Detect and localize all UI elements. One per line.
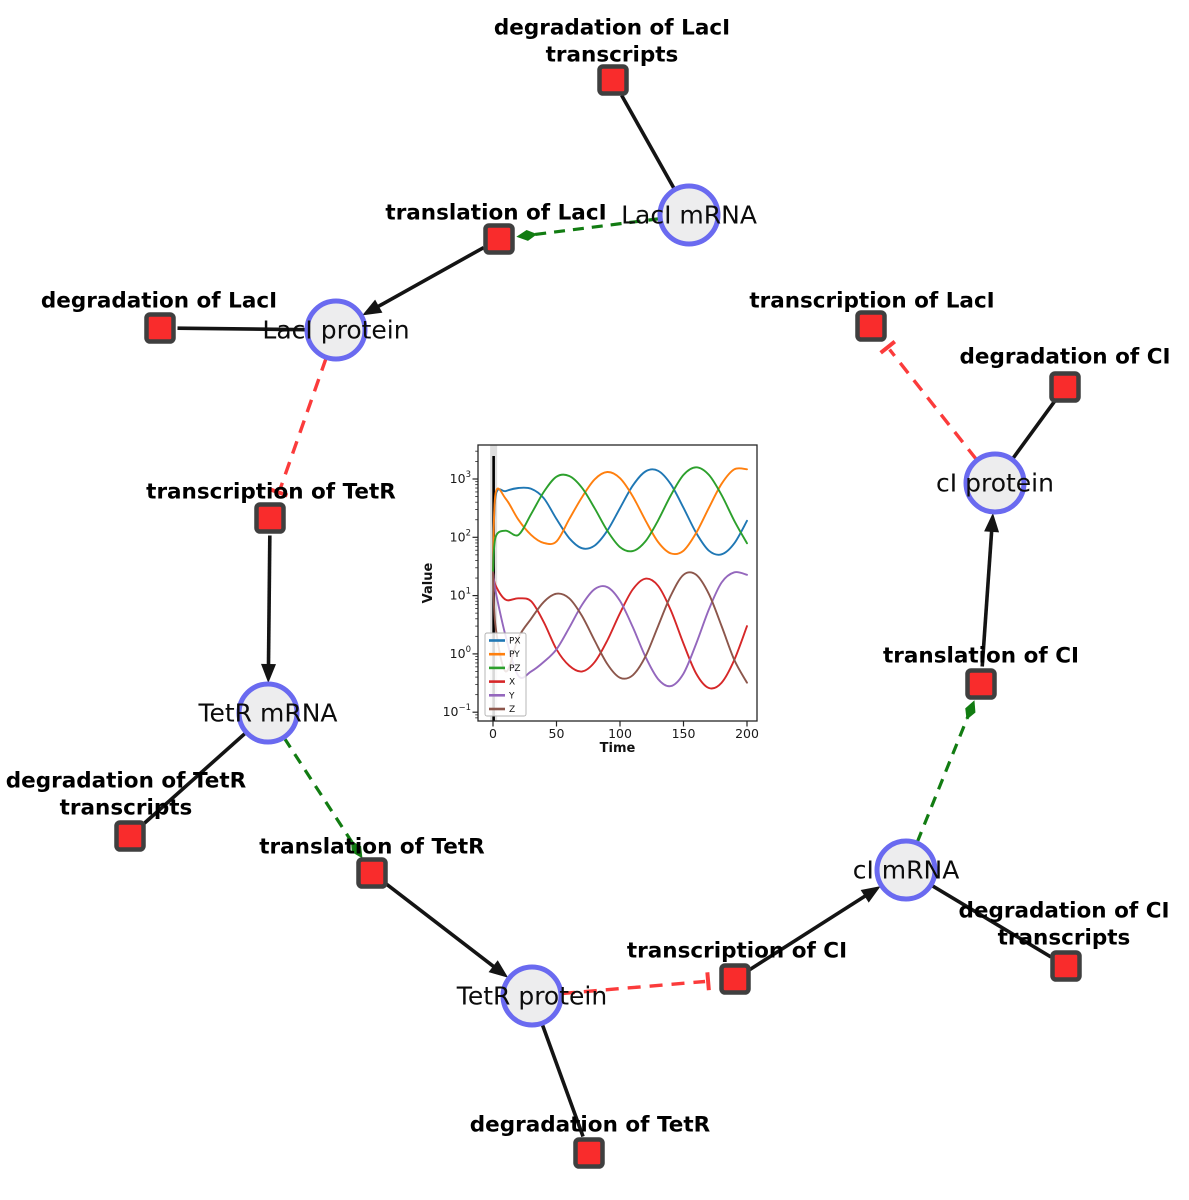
reaction-label-deg-tetr: degradation of TetR xyxy=(470,1113,711,1138)
inhibition-tbar-icon xyxy=(879,340,897,355)
arrowhead-icon xyxy=(860,886,881,903)
chart-series-PX xyxy=(492,468,748,574)
edge-laci-mrna-to-deg-laci-tx-reactant xyxy=(620,94,676,190)
reaction-label-deg-ci-tx: degradation of CI transcripts xyxy=(959,899,1170,951)
reaction-label-tl-tetr: translation of TetR xyxy=(259,835,485,860)
reaction-label-tx-tetr: transcription of TetR xyxy=(146,480,396,505)
reaction-label-deg-laci-tx: degradation of LacI transcripts xyxy=(494,16,730,68)
y-tick-label: 103 xyxy=(450,470,471,486)
edge-laci-mrna-to-tl-laci-modifier xyxy=(516,217,660,241)
reaction-node-tl-laci xyxy=(483,223,515,255)
reaction-label-deg-tetr-tx: degradation of TetR transcripts xyxy=(6,769,247,821)
species-node-tetr-prot xyxy=(500,964,564,1028)
edge-tl-ci-to-ci-prot-product xyxy=(980,512,1000,667)
reaction-node-tx-laci xyxy=(855,310,887,342)
x-tick-label: 150 xyxy=(672,726,696,741)
legend-label-PZ: PZ xyxy=(509,664,521,674)
species-label-ci-prot: cI protein xyxy=(936,469,1054,498)
reaction-node-deg-tetr-tx xyxy=(114,820,146,852)
chart-series-PY xyxy=(492,467,748,574)
chart-series-PZ xyxy=(492,466,748,574)
x-tick-label: 50 xyxy=(549,726,565,741)
chart-series-X xyxy=(492,571,748,690)
edge-tl-laci-to-laci-prot-product xyxy=(362,245,485,316)
y-tick-label: 101 xyxy=(450,587,471,603)
edge-ci-prot-to-deg-ci-reactant xyxy=(1011,400,1057,460)
modifier-arrowhead-icon xyxy=(516,229,538,241)
y-axis: 10−1 100 101 102 103 xyxy=(443,450,478,719)
species-node-tetr-mrna xyxy=(236,681,300,745)
edge-ci-mrna-to-deg-ci-tx-reactant xyxy=(930,883,1052,959)
reaction-node-deg-laci-tx xyxy=(597,64,629,96)
species-label-laci-mrna: LacI mRNA xyxy=(621,201,757,230)
edge-ci-prot-to-tx-laci-inhibition xyxy=(879,340,978,461)
edge-tetr-prot-to-deg-tetr-reactant xyxy=(540,1023,585,1138)
species-label-ci-mrna: cI mRNA xyxy=(853,856,960,885)
x-tick-label: 200 xyxy=(735,726,759,741)
reaction-node-deg-laci xyxy=(144,312,176,344)
species-label-tetr-prot: TetR protein xyxy=(456,982,607,1011)
edge-laci-prot-to-tx-tetr-inhibition xyxy=(269,357,328,498)
reaction-node-tx-ci xyxy=(719,963,751,995)
reaction-label-deg-ci: degradation of CI xyxy=(960,345,1171,370)
arrowhead-icon xyxy=(362,299,383,316)
reaction-node-tl-tetr xyxy=(356,857,388,889)
species-node-laci-prot xyxy=(304,298,368,362)
reaction-node-deg-ci xyxy=(1049,371,1081,403)
y-tick-label: 10−1 xyxy=(443,703,471,719)
reaction-label-tl-ci: translation of CI xyxy=(883,644,1079,669)
species-node-laci-mrna xyxy=(657,183,721,247)
species-label-laci-prot: LacI protein xyxy=(262,316,409,345)
edge-tetr-prot-to-tx-ci-inhibition xyxy=(561,972,711,996)
species-node-ci-prot xyxy=(963,451,1027,515)
edge-laci-prot-to-deg-laci-reactant xyxy=(177,326,307,332)
reaction-label-tl-laci: translation of LacI xyxy=(385,201,606,226)
legend-label-Z: Z xyxy=(509,705,515,715)
legend-label-X: X xyxy=(509,678,515,688)
legend-label-PX: PX xyxy=(509,637,521,647)
chart-series-Z xyxy=(492,571,748,684)
y-tick-label: 100 xyxy=(450,645,471,661)
plot-border xyxy=(477,444,758,722)
edge-tetr-mrna-to-tl-tetr-modifier xyxy=(283,737,363,859)
edge-tx-ci-to-ci-mrna-product xyxy=(748,886,881,972)
reaction-label-deg-laci: degradation of LacI xyxy=(41,289,277,314)
x-axis-title: Time xyxy=(600,741,636,756)
edge-tx-tetr-to-tetr-mrna-product xyxy=(261,535,277,684)
edge-tetr-mrna-to-deg-tetr-tx-reactant xyxy=(141,731,247,826)
reaction-node-deg-tetr xyxy=(573,1137,605,1169)
reaction-node-tx-tetr xyxy=(254,502,286,534)
reaction-label-tx-ci: transcription of CI xyxy=(627,939,847,964)
arrowhead-icon xyxy=(984,512,1000,533)
inhibition-tbar-icon xyxy=(269,487,289,498)
chart-legend: PX PY PZ XYZ xyxy=(484,632,527,717)
reaction-label-tx-laci: transcription of LacI xyxy=(749,289,994,314)
edges-layer xyxy=(141,94,1057,1138)
chart-series-Y xyxy=(492,571,748,688)
arrowhead-icon xyxy=(261,663,277,684)
edge-ci-mrna-to-tl-ci-modifier xyxy=(915,700,976,843)
edge-tl-tetr-to-tetr-prot-product xyxy=(384,882,509,978)
modifier-arrowhead-icon xyxy=(351,840,363,859)
labels-layer: degradation of LacI transcripts translatio… xyxy=(6,16,1171,1138)
y-axis-title: Value xyxy=(421,562,436,603)
chart-series-layer xyxy=(492,466,748,690)
species-label-tetr-mrna: TetR mRNA xyxy=(197,699,337,728)
arrowhead-icon xyxy=(488,960,509,978)
x-tick-label: 0 xyxy=(489,726,497,741)
reaction-node-tl-ci xyxy=(965,668,997,700)
nodes-layer xyxy=(114,64,1082,1169)
legend-label-Y: Y xyxy=(508,691,515,701)
x-tick-label: 100 xyxy=(608,726,632,741)
reaction-node-deg-ci-tx xyxy=(1050,950,1082,982)
legend-label-PY: PY xyxy=(509,650,520,660)
modifier-arrowhead-icon xyxy=(965,700,976,720)
inhibition-tbar-icon xyxy=(705,972,711,991)
x-axis: 0 50 100 150 200 xyxy=(489,721,759,741)
species-node-ci-mrna xyxy=(874,838,938,902)
y-tick-label: 102 xyxy=(450,528,471,544)
